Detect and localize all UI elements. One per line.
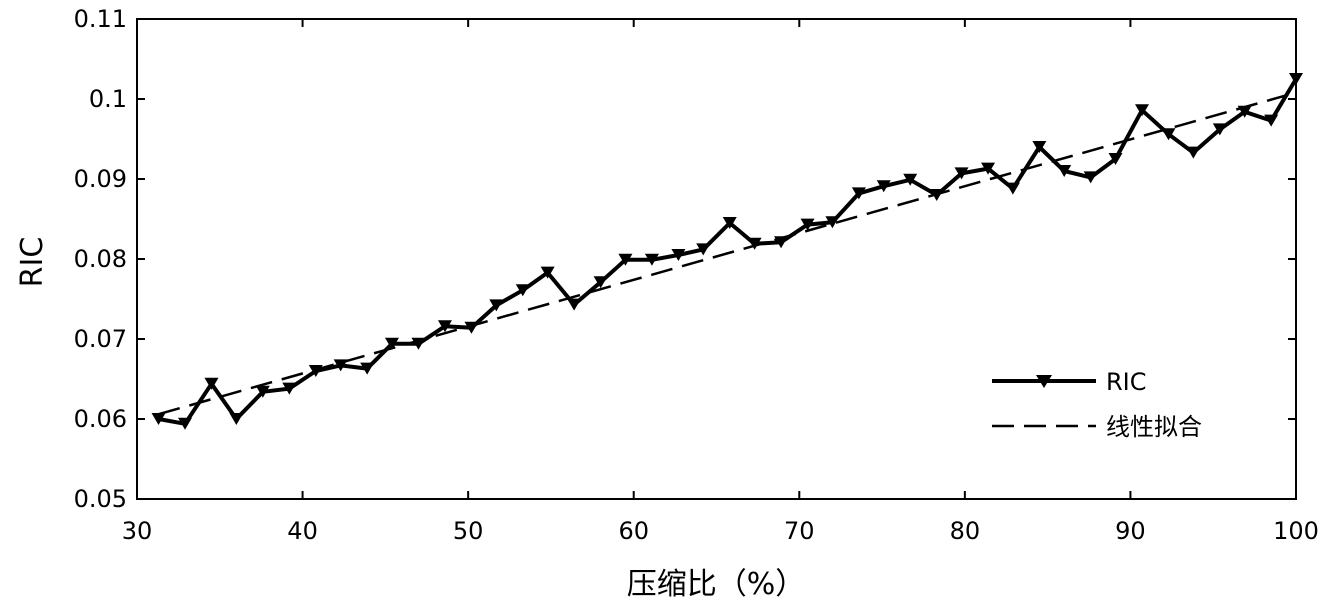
y-axis-label: RIC: [15, 237, 50, 288]
data-point-ric: [1237, 105, 1252, 118]
data-point-ric: [1264, 114, 1279, 127]
data-point-ric: [464, 321, 479, 334]
data-point-ric: [774, 236, 789, 249]
data-point-ric: [282, 382, 297, 395]
data-point-ric: [540, 266, 555, 279]
data-point-ric: [437, 320, 452, 333]
data-point-ric: [204, 377, 219, 390]
data-point-ric: [567, 298, 582, 311]
data-point-ric: [255, 385, 270, 398]
y-tick-label: 0.05: [74, 485, 127, 513]
data-point-ric: [593, 276, 608, 289]
data-point-ric: [360, 362, 375, 375]
data-point-ric: [981, 162, 996, 175]
legend-label-ric: RIC: [1106, 368, 1147, 396]
data-point-ric: [151, 413, 166, 425]
data-point-ric: [1186, 146, 1201, 159]
legend-label-fit: 线性拟合: [1106, 413, 1202, 441]
y-tick-label: 0.07: [74, 325, 127, 353]
data-point-ric: [929, 189, 944, 201]
data-point-ric: [825, 216, 840, 229]
data-point-ric: [1057, 165, 1072, 177]
x-tick-label: 70: [784, 517, 815, 545]
data-point-ric: [178, 417, 193, 430]
data-point-ric: [229, 413, 244, 425]
x-tick-label: 100: [1273, 517, 1319, 545]
data-point-ric: [851, 187, 866, 200]
x-tick-label: 60: [618, 517, 649, 545]
x-axis-label: 压缩比（%）: [627, 567, 806, 602]
data-point-ric: [903, 173, 918, 186]
y-tick-label: 0.1: [89, 85, 127, 113]
data-point-ric: [384, 337, 399, 350]
x-axis-ticks: 30 40 50 60 70 80 90 100: [122, 19, 1319, 545]
data-point-ric: [1005, 182, 1020, 195]
x-tick-label: 40: [287, 517, 318, 545]
x-tick-label: 50: [453, 517, 484, 545]
data-point-ric: [515, 284, 530, 297]
series-layer: [151, 73, 1303, 430]
data-point-ric: [1032, 141, 1047, 153]
y-tick-label: 0.08: [74, 245, 127, 273]
data-point-ric: [308, 365, 323, 377]
data-point-ric: [876, 180, 891, 193]
data-point-ric: [333, 359, 348, 372]
y-tick-label: 0.11: [74, 5, 127, 33]
x-tick-label: 90: [1115, 517, 1146, 545]
y-tick-label: 0.09: [74, 165, 127, 193]
x-tick-label: 80: [950, 517, 981, 545]
data-point-ric: [1212, 123, 1227, 136]
data-point-ric: [411, 337, 426, 350]
data-point-ric: [644, 253, 659, 266]
legend: RIC 线性拟合: [992, 368, 1202, 441]
legend-marker-ric: [1036, 375, 1052, 388]
data-point-ric: [1108, 153, 1123, 165]
data-point-ric: [1135, 104, 1150, 117]
data-point-ric: [1289, 73, 1303, 85]
data-point-ric: [489, 299, 504, 312]
data-point-ric: [618, 253, 633, 266]
data-point-ric: [800, 218, 815, 231]
data-point-ric: [722, 217, 737, 229]
y-axis-ticks: 0.05 0.06 0.07 0.08 0.09 0.1 0.11: [74, 5, 1296, 513]
data-point-ric: [1083, 171, 1098, 184]
data-point-ric: [747, 237, 762, 250]
data-point-ric: [696, 243, 711, 256]
y-tick-label: 0.06: [74, 405, 127, 433]
data-point-ric: [671, 249, 686, 261]
data-point-ric: [1161, 128, 1176, 141]
data-point-ric: [954, 167, 969, 180]
x-tick-label: 30: [122, 517, 153, 545]
series-line-fit: [158, 91, 1297, 416]
